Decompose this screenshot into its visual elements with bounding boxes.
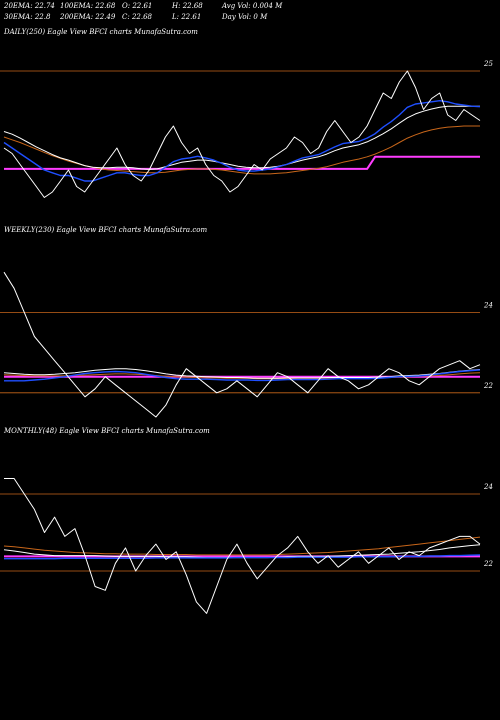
daily-support-line [4, 155, 480, 170]
close-label: C: 22.68 [122, 13, 152, 21]
ema100-label: 100EMA: 22.68 [60, 2, 116, 10]
weekly-ema-fast-line [4, 369, 481, 382]
open-label: O: 22.61 [122, 2, 153, 10]
daily-ytick-0: 25 [483, 60, 493, 68]
weekly-ytick-0: 24 [483, 301, 493, 309]
daily-price-line [3, 70, 481, 198]
ema20-label: 20EMA: 22.74 [4, 2, 55, 10]
monthly-price-line [4, 478, 481, 614]
avg-vol-label: Avg Vol: 0.004 M [222, 2, 283, 10]
weekly-ema-mid-line [3, 368, 481, 379]
daily-ema-fast-line [3, 99, 481, 182]
weekly-price-line [3, 271, 481, 418]
weekly-panel-title: WEEKLY(230) Eagle View BFCI charts Munaf… [4, 226, 208, 234]
daily-ema-mid-line [3, 105, 480, 170]
ema30-label: 30EMA: 22.8 [4, 13, 51, 21]
daily-panel-title: DAILY(250) Eagle View BFCI charts Munafa… [4, 28, 198, 36]
monthly-ema-fast-line [4, 554, 481, 560]
day-vol-label: Day Vol: 0 M [222, 13, 268, 21]
monthly-ema-slow-line [3, 536, 481, 556]
weekly-ytick-1: 22 [483, 382, 493, 390]
low-label: L: 22.61 [172, 13, 202, 21]
ema200-label: 200EMA: 22.49 [60, 13, 116, 21]
monthly-ytick-1: 22 [483, 560, 493, 568]
monthly-panel-title: MONTHLY(48) Eagle View BFCI charts Munaf… [4, 427, 210, 435]
high-label: H: 22.68 [172, 2, 203, 10]
monthly-ytick-0: 24 [483, 483, 493, 491]
